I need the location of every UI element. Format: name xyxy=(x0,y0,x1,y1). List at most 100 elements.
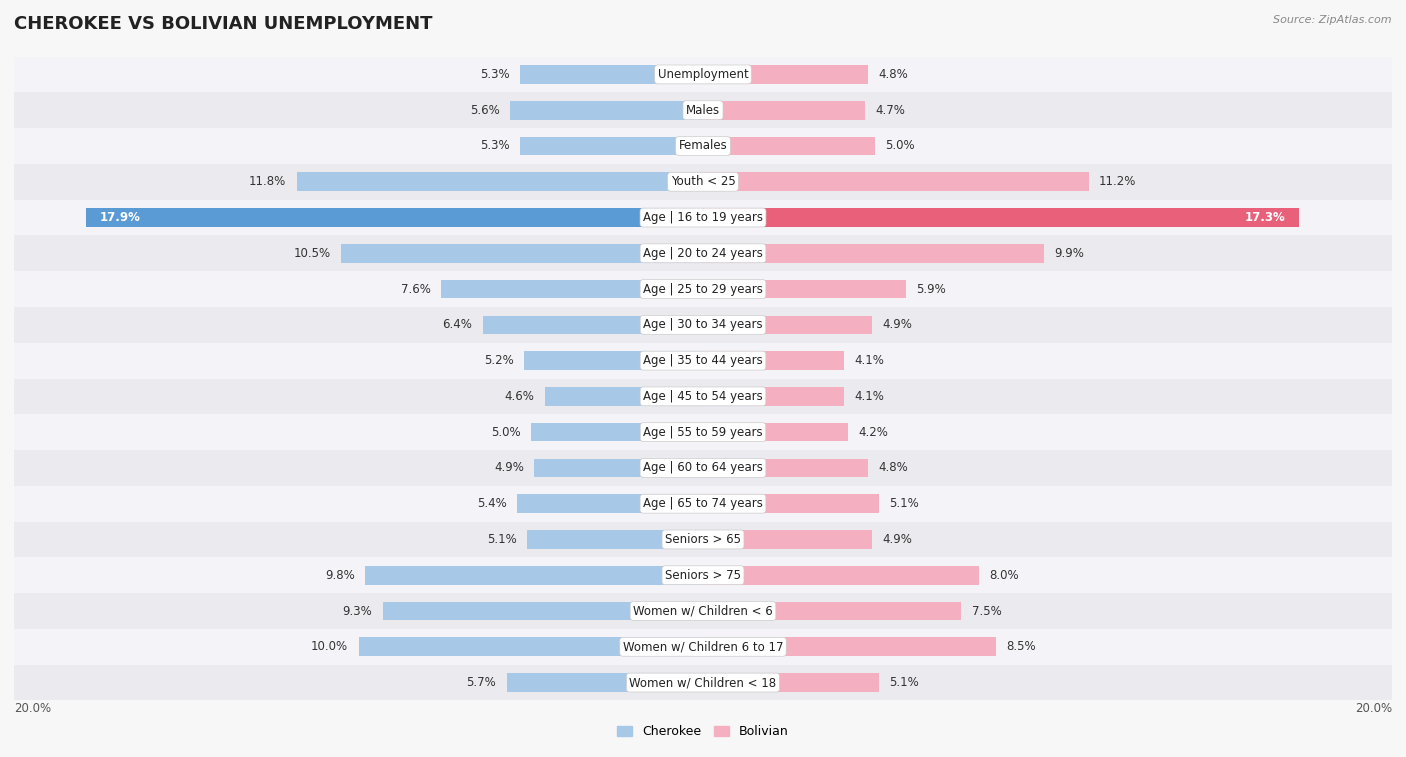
Bar xyxy=(382,602,703,620)
Bar xyxy=(703,137,875,155)
Bar xyxy=(703,351,844,370)
Bar xyxy=(441,280,703,298)
Text: 5.0%: 5.0% xyxy=(491,425,520,438)
Text: Age | 65 to 74 years: Age | 65 to 74 years xyxy=(643,497,763,510)
Bar xyxy=(703,602,962,620)
Text: 9.8%: 9.8% xyxy=(325,569,356,581)
Text: 6.4%: 6.4% xyxy=(443,319,472,332)
Text: 5.1%: 5.1% xyxy=(488,533,517,546)
Text: 4.2%: 4.2% xyxy=(858,425,887,438)
Bar xyxy=(534,459,703,477)
Bar xyxy=(527,530,703,549)
Bar xyxy=(14,128,1392,164)
Text: 8.0%: 8.0% xyxy=(988,569,1018,581)
Bar xyxy=(14,629,1392,665)
Text: 10.5%: 10.5% xyxy=(294,247,330,260)
Text: 9.9%: 9.9% xyxy=(1054,247,1084,260)
Bar xyxy=(86,208,703,227)
Text: 5.7%: 5.7% xyxy=(467,676,496,689)
Text: 11.8%: 11.8% xyxy=(249,176,287,188)
Text: Women w/ Children 6 to 17: Women w/ Children 6 to 17 xyxy=(623,640,783,653)
Text: 4.9%: 4.9% xyxy=(494,462,524,475)
Bar xyxy=(14,486,1392,522)
Text: Seniors > 65: Seniors > 65 xyxy=(665,533,741,546)
Bar xyxy=(14,557,1392,593)
Bar xyxy=(14,164,1392,200)
Bar xyxy=(703,280,907,298)
Bar xyxy=(703,530,872,549)
Bar xyxy=(14,57,1392,92)
Text: Age | 35 to 44 years: Age | 35 to 44 years xyxy=(643,354,763,367)
Bar xyxy=(520,137,703,155)
Bar xyxy=(14,307,1392,343)
Bar xyxy=(703,316,872,334)
Bar xyxy=(703,208,1299,227)
Bar xyxy=(531,423,703,441)
Text: 17.9%: 17.9% xyxy=(100,211,141,224)
Bar xyxy=(506,673,703,692)
Text: 20.0%: 20.0% xyxy=(1355,702,1392,715)
Text: 8.5%: 8.5% xyxy=(1007,640,1036,653)
Text: CHEROKEE VS BOLIVIAN UNEMPLOYMENT: CHEROKEE VS BOLIVIAN UNEMPLOYMENT xyxy=(14,15,433,33)
Text: 5.1%: 5.1% xyxy=(889,676,918,689)
Text: 5.3%: 5.3% xyxy=(481,68,510,81)
Text: Females: Females xyxy=(679,139,727,152)
Bar xyxy=(14,450,1392,486)
Text: 4.8%: 4.8% xyxy=(879,462,908,475)
Text: Women w/ Children < 18: Women w/ Children < 18 xyxy=(630,676,776,689)
Bar xyxy=(14,522,1392,557)
Text: 4.9%: 4.9% xyxy=(882,319,912,332)
Bar xyxy=(14,378,1392,414)
Text: 5.9%: 5.9% xyxy=(917,282,946,295)
Text: 5.1%: 5.1% xyxy=(889,497,918,510)
Bar xyxy=(703,673,879,692)
Text: 7.6%: 7.6% xyxy=(401,282,430,295)
Bar xyxy=(544,387,703,406)
Text: 10.0%: 10.0% xyxy=(311,640,349,653)
Text: Age | 25 to 29 years: Age | 25 to 29 years xyxy=(643,282,763,295)
Bar xyxy=(517,494,703,513)
Text: Age | 20 to 24 years: Age | 20 to 24 years xyxy=(643,247,763,260)
Text: Youth < 25: Youth < 25 xyxy=(671,176,735,188)
Bar xyxy=(14,414,1392,450)
Text: Age | 45 to 54 years: Age | 45 to 54 years xyxy=(643,390,763,403)
Bar xyxy=(366,566,703,584)
Bar xyxy=(359,637,703,656)
Bar xyxy=(14,665,1392,700)
Text: 4.6%: 4.6% xyxy=(505,390,534,403)
Text: Age | 55 to 59 years: Age | 55 to 59 years xyxy=(643,425,763,438)
Text: 5.4%: 5.4% xyxy=(477,497,506,510)
Bar xyxy=(703,101,865,120)
Bar xyxy=(14,343,1392,378)
Bar xyxy=(510,101,703,120)
Bar xyxy=(520,65,703,84)
Bar xyxy=(703,459,869,477)
Text: Source: ZipAtlas.com: Source: ZipAtlas.com xyxy=(1274,15,1392,25)
Text: Age | 60 to 64 years: Age | 60 to 64 years xyxy=(643,462,763,475)
Bar xyxy=(297,173,703,191)
Bar xyxy=(703,65,869,84)
Bar xyxy=(342,244,703,263)
Text: 4.1%: 4.1% xyxy=(855,390,884,403)
Bar xyxy=(14,200,1392,235)
Text: 5.0%: 5.0% xyxy=(886,139,915,152)
Bar xyxy=(703,637,995,656)
Text: 5.2%: 5.2% xyxy=(484,354,513,367)
Bar xyxy=(703,423,848,441)
Text: 11.2%: 11.2% xyxy=(1099,176,1136,188)
Text: 5.3%: 5.3% xyxy=(481,139,510,152)
Bar xyxy=(703,566,979,584)
Text: Women w/ Children < 6: Women w/ Children < 6 xyxy=(633,605,773,618)
Bar xyxy=(703,173,1088,191)
Bar xyxy=(703,494,879,513)
Text: 4.7%: 4.7% xyxy=(875,104,905,117)
Text: Age | 16 to 19 years: Age | 16 to 19 years xyxy=(643,211,763,224)
Text: Males: Males xyxy=(686,104,720,117)
Bar xyxy=(14,235,1392,271)
Text: 17.3%: 17.3% xyxy=(1244,211,1285,224)
Bar xyxy=(14,593,1392,629)
Text: Age | 30 to 34 years: Age | 30 to 34 years xyxy=(643,319,763,332)
Text: 4.1%: 4.1% xyxy=(855,354,884,367)
Bar xyxy=(703,387,844,406)
Bar xyxy=(14,271,1392,307)
